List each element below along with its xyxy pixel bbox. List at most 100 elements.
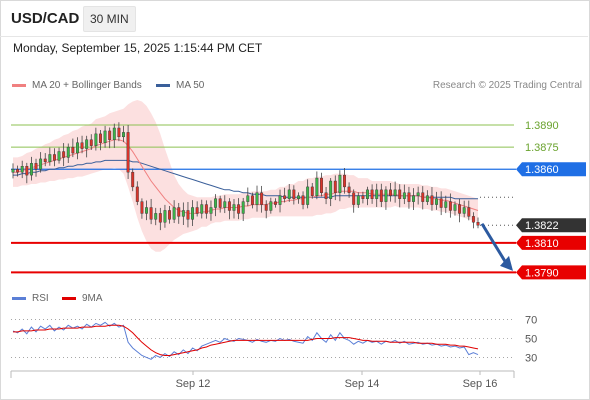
- candle: [108, 127, 112, 149]
- candle: [379, 183, 383, 208]
- candle-body: [66, 146, 70, 158]
- candle-body: [204, 204, 208, 214]
- candle-body: [329, 180, 333, 199]
- candle-body: [25, 166, 29, 176]
- candle: [48, 147, 52, 166]
- legend-9ma-label: 9MA: [82, 293, 103, 304]
- candle-body: [389, 189, 392, 196]
- candle-body: [227, 201, 231, 211]
- candle-body: [48, 154, 52, 163]
- candle: [430, 187, 434, 211]
- candle-body: [149, 207, 153, 220]
- candle: [237, 198, 241, 220]
- candle-body: [310, 186, 314, 196]
- candle-body: [163, 210, 167, 223]
- candle-body: [214, 198, 218, 208]
- candle-body: [444, 201, 448, 208]
- datetime-label: Monday, September 15, 2025 1:15:44 PM CE…: [13, 41, 263, 55]
- candle-body: [80, 142, 84, 149]
- candle: [425, 190, 429, 206]
- candle-body: [16, 169, 20, 173]
- candle-body: [94, 133, 98, 146]
- candle-body: [462, 207, 466, 214]
- candle: [227, 198, 231, 220]
- candle: [94, 127, 98, 151]
- candle-body: [292, 189, 296, 199]
- candle-body: [158, 213, 162, 223]
- candle-body: [218, 198, 222, 208]
- candle: [29, 156, 33, 181]
- candle-body: [172, 207, 176, 220]
- legend-rsi: RSI: [12, 293, 49, 304]
- candle-body: [412, 195, 415, 202]
- candle: [16, 165, 20, 177]
- forecast-arrow-icon: [500, 255, 513, 271]
- candle: [273, 198, 277, 208]
- legend-ma50-label: MA 50: [176, 80, 205, 91]
- candle-body: [200, 204, 204, 214]
- legend-9ma: 9MA: [62, 293, 103, 304]
- candle-body: [191, 207, 195, 220]
- candle: [145, 200, 148, 221]
- candle-body: [126, 132, 130, 173]
- candle-body: [177, 207, 181, 217]
- candle: [186, 202, 190, 228]
- candle-body: [476, 222, 480, 226]
- candle-body: [195, 207, 199, 214]
- candle: [246, 187, 250, 207]
- candle: [154, 207, 158, 226]
- candle: [241, 197, 245, 222]
- candle-body: [168, 210, 171, 220]
- candle: [264, 200, 268, 219]
- timeframe-button[interactable]: 30 MIN: [83, 6, 136, 32]
- candle-body: [29, 163, 33, 176]
- candle-body: [154, 213, 158, 220]
- candle: [57, 147, 61, 164]
- candle: [62, 143, 66, 167]
- candle-body: [57, 151, 61, 161]
- candle: [191, 200, 195, 227]
- candle: [416, 186, 420, 205]
- copyright-text: Research © 2025 Trading Central: [432, 80, 582, 91]
- candle-body: [278, 195, 282, 205]
- candle-body: [430, 195, 434, 205]
- candle: [292, 185, 296, 205]
- candle: [34, 158, 38, 177]
- candle-body: [181, 210, 185, 217]
- candle-body: [39, 158, 43, 170]
- candle-body: [333, 180, 337, 193]
- candle-body: [131, 171, 135, 188]
- candle: [158, 207, 162, 231]
- candle: [218, 195, 222, 213]
- legend-rsi-swatch: [12, 297, 26, 300]
- candle: [117, 122, 121, 142]
- rsi-tick-50: 50: [525, 334, 537, 346]
- candle: [320, 172, 323, 197]
- candle-body: [250, 195, 254, 205]
- candle-body: [458, 204, 462, 214]
- legend-ma20-swatch: [12, 84, 26, 87]
- candle: [338, 170, 342, 202]
- level-tag-1.3810: [516, 235, 586, 250]
- candle: [384, 186, 388, 210]
- candle: [329, 178, 333, 207]
- candle-body: [108, 130, 112, 140]
- candle: [389, 182, 392, 202]
- legend-ma50: MA 50: [156, 80, 204, 91]
- candle: [296, 192, 300, 204]
- candle: [172, 200, 176, 224]
- candle: [462, 200, 466, 218]
- candle: [269, 197, 273, 214]
- candle: [301, 191, 305, 210]
- candle-body: [85, 139, 89, 149]
- candle-body: [402, 192, 406, 199]
- candle: [407, 186, 411, 209]
- price-panel: 1.3890 1.3875 1.3860 1.3810 1.3790 1.3822: [11, 100, 586, 280]
- candle-body: [135, 186, 139, 202]
- candle: [200, 199, 204, 219]
- level-label-1.3790: 1.3790: [525, 267, 559, 279]
- candle: [39, 152, 43, 173]
- candle: [43, 153, 47, 167]
- candle-body: [398, 189, 402, 199]
